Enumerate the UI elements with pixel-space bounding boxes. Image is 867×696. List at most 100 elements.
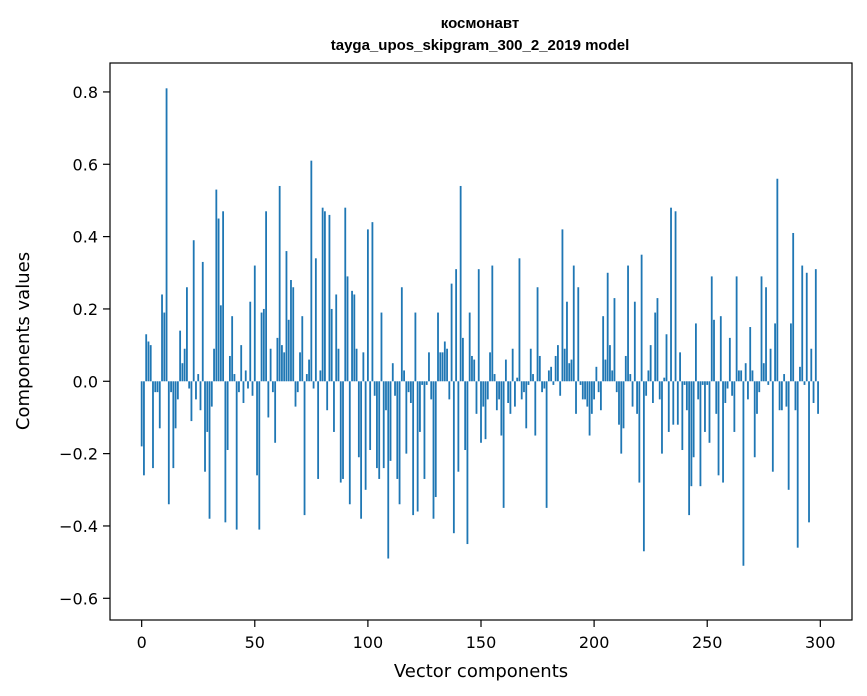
bar-254 (715, 381, 718, 414)
bar-266 (742, 381, 745, 566)
bar-212 (620, 381, 623, 454)
bar-242 (688, 381, 691, 516)
bar-153 (486, 381, 489, 400)
bar-4 (149, 345, 152, 382)
bars-group (140, 88, 819, 566)
bar-25 (197, 374, 200, 382)
bar-47 (247, 381, 249, 389)
bar-3 (147, 341, 150, 382)
bar-17 (179, 330, 182, 382)
bar-36 (222, 211, 225, 382)
bar-179 (545, 381, 548, 508)
bar-221 (640, 254, 643, 382)
bar-121 (414, 312, 417, 382)
bar-203 (599, 381, 602, 411)
bar-201 (595, 366, 598, 382)
bar-141 (459, 185, 462, 382)
bar-23 (192, 240, 195, 382)
bar-58 (271, 381, 274, 393)
bar-43 (238, 381, 240, 393)
bar-90 (344, 207, 347, 382)
bar-275 (762, 363, 765, 382)
bar-205 (604, 359, 607, 382)
bar-171 (527, 381, 530, 385)
bar-69 (296, 381, 299, 393)
bar-207 (609, 345, 611, 382)
bar-186 (561, 229, 564, 382)
bar-65 (287, 319, 290, 382)
bar-224 (647, 370, 650, 382)
bar-75 (310, 160, 313, 382)
bar-277 (767, 381, 770, 385)
bar-156 (493, 374, 496, 382)
bar-258 (724, 381, 727, 403)
bar-15 (174, 381, 177, 429)
bar-79 (319, 370, 322, 382)
bar-241 (685, 381, 688, 411)
bar-5 (152, 381, 154, 469)
bar-88 (339, 381, 342, 483)
bar-187 (563, 348, 566, 382)
bar-231 (663, 377, 666, 382)
bar-285 (785, 381, 788, 407)
bar-170 (525, 381, 528, 429)
bar-103 (373, 381, 376, 396)
bar-131 (437, 312, 439, 382)
bar-181 (550, 366, 553, 382)
bar-174 (534, 381, 537, 436)
bar-237 (676, 381, 679, 425)
bar-215 (627, 265, 629, 382)
bar-239 (681, 381, 684, 451)
bar-209 (613, 298, 616, 382)
bar-251 (708, 381, 711, 443)
bar-6 (154, 381, 157, 393)
bar-0 (140, 381, 143, 447)
bar-151 (482, 381, 485, 407)
bar-294 (805, 272, 808, 382)
bar-235 (672, 381, 675, 425)
bar-38 (226, 381, 229, 451)
bar-116 (403, 370, 405, 382)
y-tick-label: 0.2 (73, 300, 98, 319)
bar-52 (258, 381, 261, 530)
bar-287 (790, 323, 792, 382)
bar-63 (283, 352, 286, 382)
bar-240 (683, 381, 686, 385)
bar-164 (511, 348, 514, 382)
bar-253 (713, 319, 715, 382)
bar-274 (760, 276, 763, 382)
bar-83 (328, 214, 331, 382)
x-axis-label: Vector components (394, 661, 568, 682)
bar-40 (231, 316, 234, 382)
bar-67 (292, 287, 295, 382)
bar-24 (195, 381, 197, 400)
bar-259 (726, 381, 729, 389)
bar-27 (201, 261, 204, 382)
bar-127 (428, 352, 430, 382)
bar-48 (249, 301, 252, 382)
bar-137 (450, 283, 453, 382)
bar-165 (514, 381, 516, 407)
bar-22 (190, 381, 193, 422)
bar-234 (670, 207, 672, 382)
bar-10 (163, 312, 166, 382)
bar-264 (737, 370, 740, 382)
plot-frame (109, 62, 853, 621)
bar-96 (357, 381, 360, 458)
bar-7 (156, 381, 159, 393)
bar-129 (432, 381, 435, 519)
bar-118 (407, 381, 410, 393)
bar-281 (776, 178, 779, 382)
x-tick-label: 150 (466, 633, 497, 652)
bar-146 (471, 355, 473, 382)
bar-89 (342, 381, 344, 479)
bar-208 (611, 370, 614, 382)
bar-91 (346, 276, 349, 382)
bar-267 (744, 363, 747, 382)
bar-78 (317, 381, 320, 479)
bar-173 (532, 374, 534, 382)
bar-31 (210, 381, 213, 407)
bar-30 (208, 381, 211, 519)
